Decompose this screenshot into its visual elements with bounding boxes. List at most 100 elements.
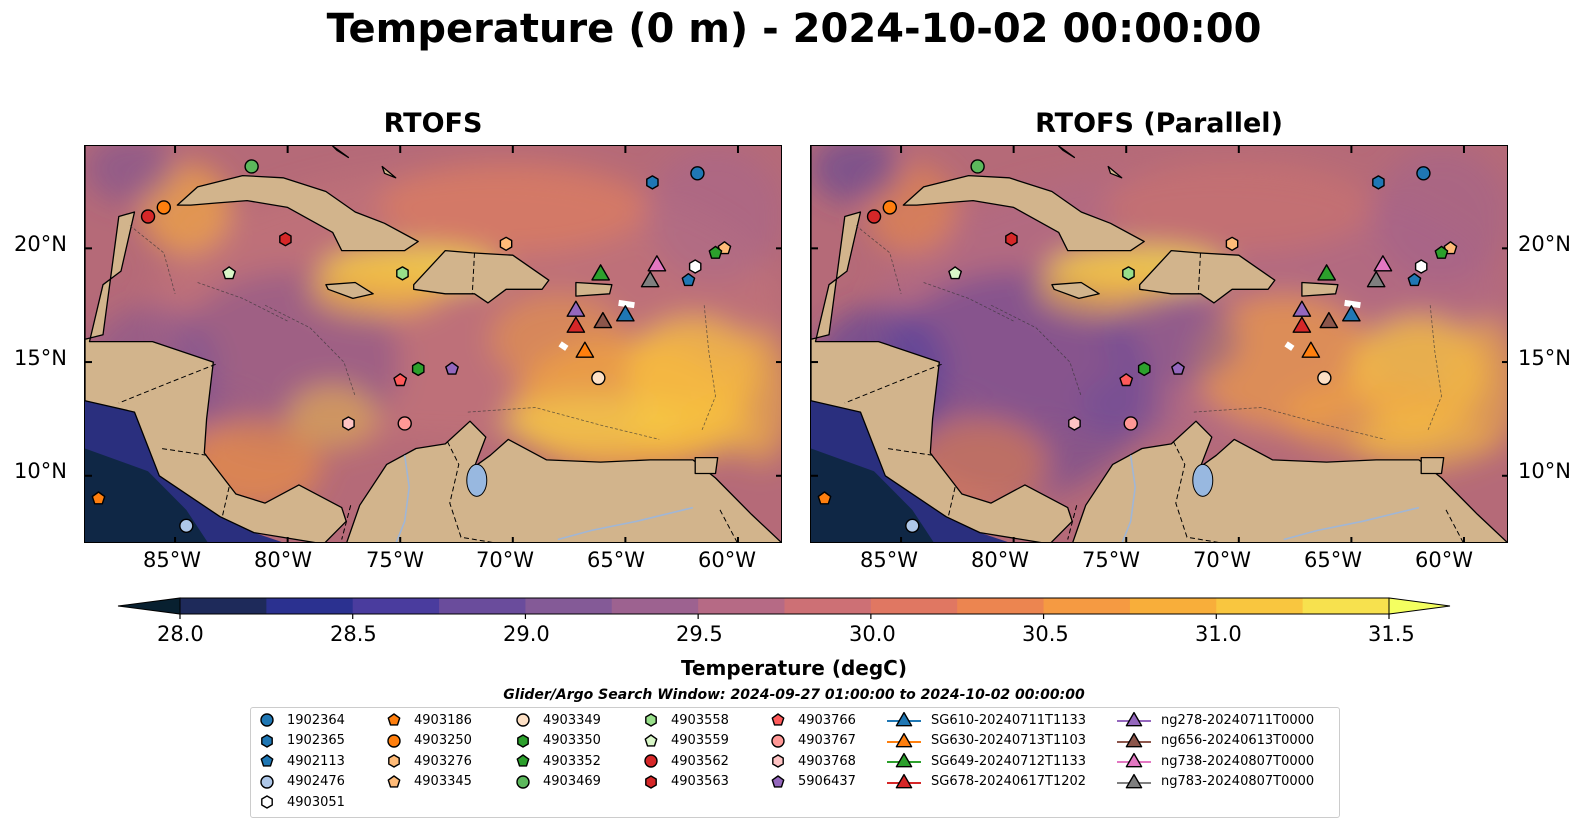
legend-item-1902364: 1902364 [257,710,345,730]
legend-marker [260,713,274,727]
lat-label-20n-left: 20°N [14,232,67,256]
legend-marker [895,711,913,727]
legend-marker-triangle [887,711,921,727]
legend-marker [517,733,529,748]
legend-marker [644,733,658,747]
colorbar-segment [525,598,613,614]
legend-marker-hexagon [388,754,400,768]
lon-label-70w-right: 70°W [1193,548,1251,572]
marker-4903250 [156,200,172,215]
legend-marker [516,754,530,767]
search-window-text: Glider/Argo Search Window: 2024-09-27 01… [503,687,1085,703]
colorbar-segment [352,598,440,614]
colorbar-over-arrow [1388,597,1451,615]
legend-marker-pentagon [387,713,401,726]
legend-marker [644,754,658,768]
colorbar-tick-29-0: 29.0 [503,622,550,646]
marker-4903559 [222,266,237,280]
marker-4903349 [591,370,606,386]
legend-label: SG630-20240713T1103 [931,733,1087,748]
colorbar-segment [1216,598,1304,614]
lat-label-10n-right: 10°N [1518,459,1571,483]
figure-title: Temperature (0 m) - 2024-10-02 00:00:00 [326,6,1262,52]
legend-marker [645,774,657,789]
legend-item-4903766: 4903766 [768,710,856,730]
legend-marker [387,774,401,788]
legend-item-4903768: 4903768 [768,751,856,771]
colorbar-segment [611,598,699,614]
legend-marker [261,795,273,809]
legend-marker [895,773,913,788]
colorbar [117,597,1451,619]
marker-SG649-20240712T1133 [591,264,610,281]
legend-label: 4903562 [671,753,729,769]
legend-marker [260,754,274,767]
marker-4903559 [948,266,963,280]
temperature-map-rtofs-parallel [811,146,1507,542]
legend-marker-circle [516,713,530,727]
legend-label: 4902476 [287,774,345,789]
legend-marker [1125,711,1143,727]
colorbar-segment [957,598,1045,614]
legend-marker-triangle [1117,711,1151,727]
legend-label: SG610-20240711T1133 [931,712,1087,728]
legend-marker-triangle [1117,732,1151,747]
marker-SG678-20240617T1202 [1292,316,1312,333]
legend-label: 1902365 [287,733,345,748]
legend-label: 4903469 [543,774,601,789]
legend-label: SG678-20240617T1202 [931,774,1087,789]
legend-label: 4903352 [543,753,601,769]
legend-marker [387,733,401,748]
colorbar-tick-31-5: 31.5 [1368,622,1415,646]
legend-label: 4903768 [798,753,856,769]
marker-1902365 [1372,175,1385,190]
legend-label: 4903250 [414,733,472,748]
marker-4903469 [970,159,985,174]
legend-marker [260,774,274,789]
colorbar-tick-29-5: 29.5 [676,622,723,646]
legend-label: 4903563 [671,774,729,789]
legend-marker [895,752,913,768]
marker-4903766 [393,373,408,387]
marker-4903563 [1005,231,1018,247]
lon-label-70w-left: 70°W [476,548,534,572]
colorbar-segment [1043,598,1131,614]
marker-4903766 [1119,373,1134,387]
legend-marker-pentagon [644,733,658,747]
lon-label-80w-right: 80°W [971,548,1029,572]
marker-SG630-20240713T1103 [1301,341,1321,358]
legend-item-4903276: 4903276 [384,751,472,771]
legend-item-1902365: 1902365 [257,731,345,751]
legend: 1902364 1902365 4902113 4902476 4903051 49031… [250,707,1340,818]
legend-item-4903558: 4903558 [641,710,729,730]
legend-marker-circle [260,713,274,727]
legend-marker [516,774,530,789]
legend-marker-pentagon [516,754,530,767]
legend-label: 4903350 [543,733,601,748]
colorbar-tick-28-5: 28.5 [330,622,377,646]
lon-label-75w-right: 75°W [1082,548,1140,572]
map-panel-rtofs-parallel[interactable] [810,145,1508,543]
marker-4902113 [681,272,696,287]
legend-label: 4903559 [671,733,729,748]
legend-label: 4903186 [414,712,472,728]
marker-4903051 [688,259,702,274]
legend-marker-triangle [1117,773,1151,788]
marker-ng783-20240807T0000 [640,270,660,288]
temperature-map-rtofs [85,146,781,542]
marker-1902365 [646,175,659,190]
legend-item-SG678-20240617T1202: SG678-20240617T1202 [887,772,1086,792]
legend-marker [771,774,785,788]
legend-marker-circle [771,733,785,748]
legend-marker [516,713,530,727]
legend-item-ng278-20240711T0000: ng278-20240711T0000 [1117,710,1314,730]
legend-item-ng783-20240807T0000: ng783-20240807T0000 [1117,772,1314,792]
map-panel-rtofs[interactable] [84,145,782,543]
marker-SG678-20240617T1202 [566,316,586,333]
marker-5906437 [445,361,459,375]
legend-marker [388,754,400,768]
marker-5906437 [1171,361,1185,375]
marker-4903352 [1434,245,1449,259]
legend-label: 4903349 [543,712,601,728]
legend-marker-hexagon [261,733,273,748]
